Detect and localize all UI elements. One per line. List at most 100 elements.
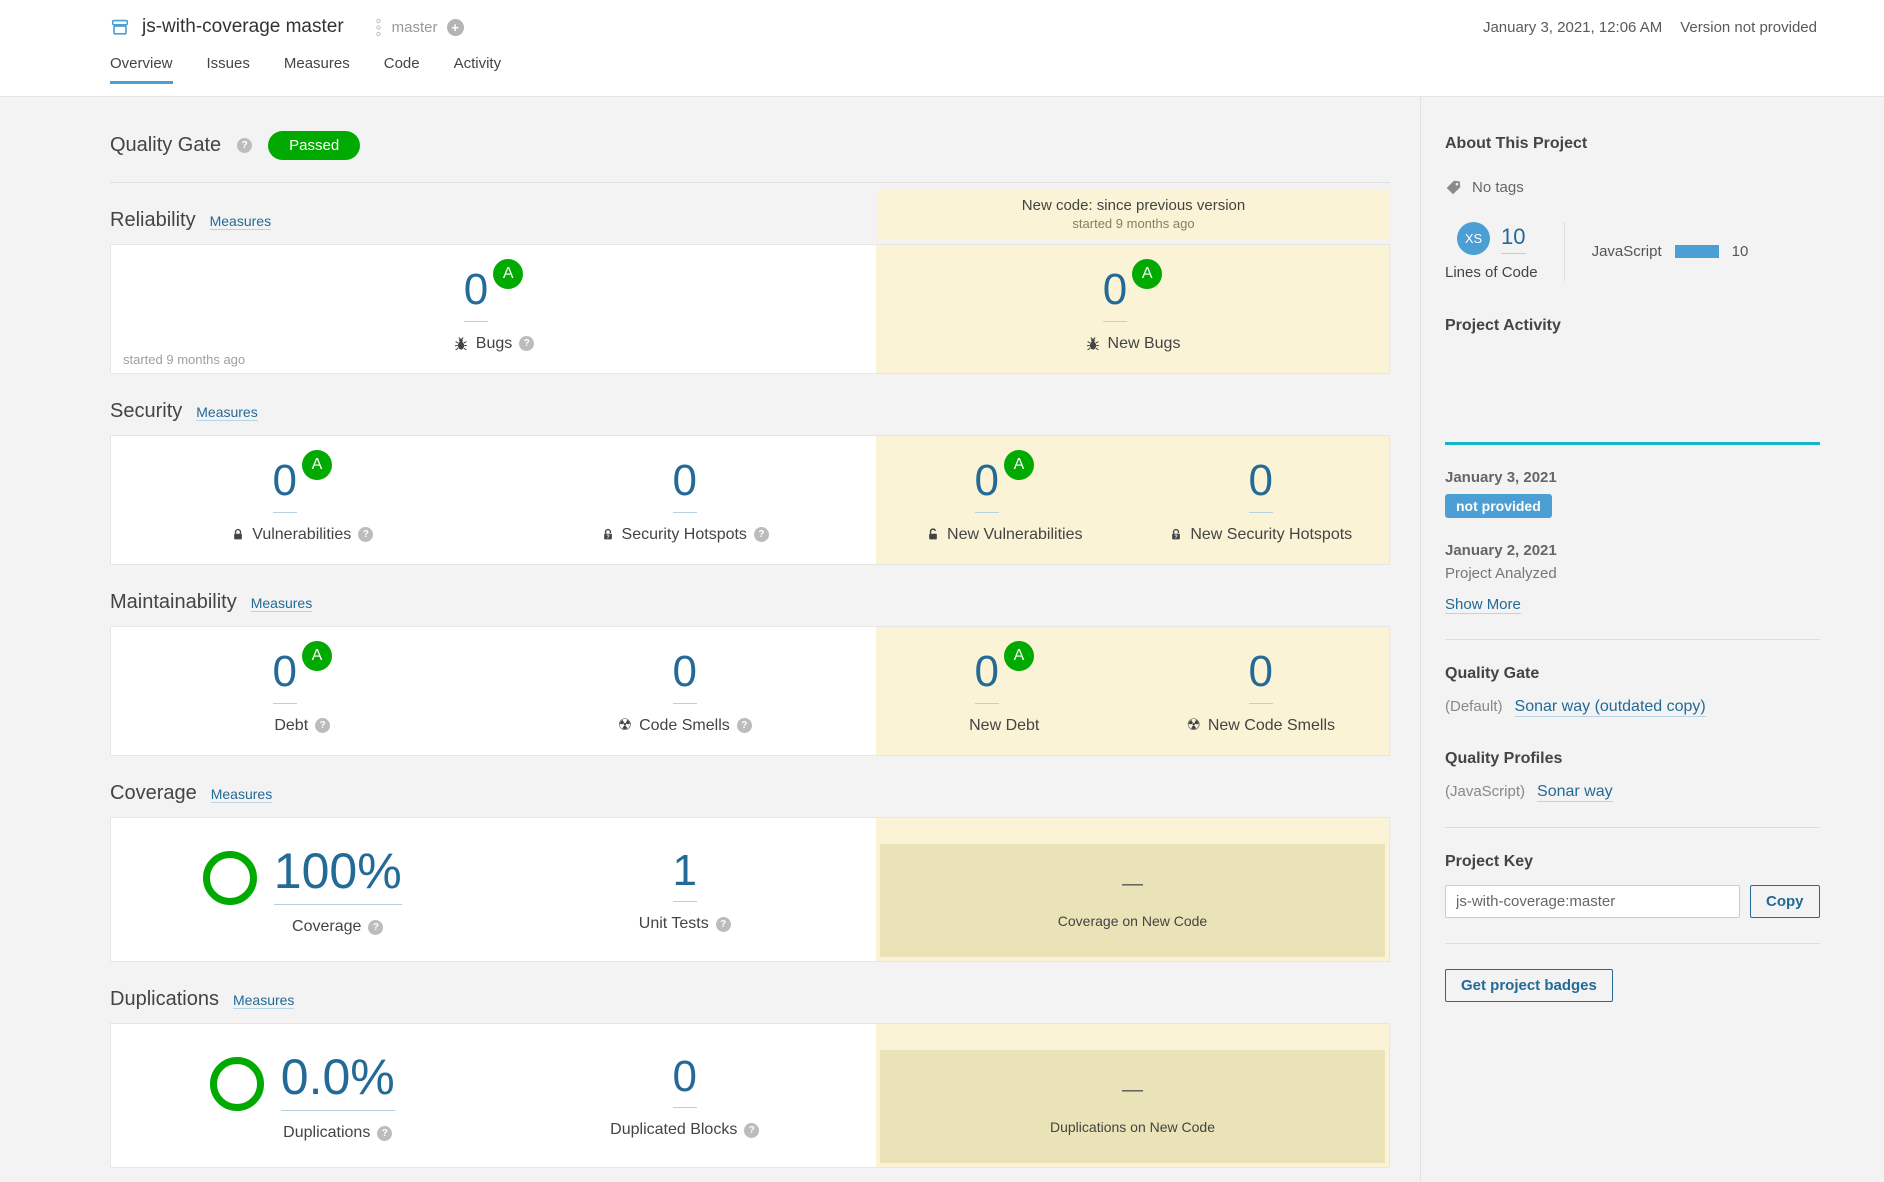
new-bugs-label: New Bugs xyxy=(1107,334,1181,352)
help-icon[interactable]: ? xyxy=(715,916,731,932)
section-title-coverage: Coverage xyxy=(110,782,197,804)
language-distribution: JavaScript 10 xyxy=(1565,243,1749,260)
duplications-metric: 0.0% Duplications ? xyxy=(111,1024,494,1167)
new-vulnerabilities-metric: 0 A New Vulnerabilities xyxy=(876,436,1133,564)
tag-icon xyxy=(1445,179,1462,196)
duplicated-blocks-label: Duplicated Blocks xyxy=(610,1121,738,1139)
new-code-smells-count-link[interactable]: 0 xyxy=(1248,649,1273,704)
new-code-banner-subtitle: started 9 months ago xyxy=(1072,216,1195,231)
section-title-security: Security xyxy=(110,400,183,422)
lock-question-icon: ? xyxy=(601,527,615,542)
help-icon[interactable]: ? xyxy=(736,718,752,734)
tab-overview[interactable]: Overview xyxy=(110,55,173,84)
security-hotspots-count-link[interactable]: 0 xyxy=(672,458,697,513)
divider xyxy=(110,182,1390,183)
new-debt-count-link[interactable]: 0 xyxy=(974,649,999,704)
plus-icon[interactable]: + xyxy=(446,18,464,36)
new-security-hotspots-count-link[interactable]: 0 xyxy=(1248,458,1273,513)
branch-selector[interactable]: master + xyxy=(374,18,464,37)
vulnerabilities-label: Vulnerabilities xyxy=(252,525,352,543)
quality-profile-link[interactable]: Sonar way xyxy=(1537,783,1613,802)
new-vulnerabilities-count-link[interactable]: 0 xyxy=(974,458,999,513)
code-smells-count-link[interactable]: 0 xyxy=(672,649,697,704)
tags-label: No tags xyxy=(1472,179,1524,196)
tab-issues[interactable]: Issues xyxy=(206,55,250,72)
duplications-measures-link[interactable]: Measures xyxy=(232,992,295,1009)
help-icon[interactable]: ? xyxy=(358,527,374,543)
new-reliability-rating-badge: A xyxy=(1132,259,1163,290)
bugs-count-link[interactable]: 0 xyxy=(463,267,489,322)
coverage-on-new-code-box: — Coverage on New Code xyxy=(880,844,1385,957)
tab-code[interactable]: Code xyxy=(383,55,420,72)
about-project-title: About This Project xyxy=(1445,135,1588,152)
help-icon[interactable]: ? xyxy=(744,1122,760,1138)
overview-main: Quality Gate ? Passed Reliability Measur… xyxy=(0,97,1420,1182)
duplications-on-new-code-box: — Duplications on New Code xyxy=(880,1050,1385,1163)
help-icon[interactable]: ? xyxy=(315,718,331,734)
tab-measures[interactable]: Measures xyxy=(283,55,350,72)
new-security-hotspots-label: New Security Hotspots xyxy=(1190,525,1353,543)
code-smell-icon: ☢ xyxy=(617,716,633,734)
duplicated-blocks-count-link[interactable]: 0 xyxy=(672,1053,697,1109)
leak-period-note: started 9 months ago xyxy=(123,352,246,367)
vulnerabilities-count-link[interactable]: 0 xyxy=(272,458,297,513)
copy-button[interactable]: Copy xyxy=(1750,885,1820,918)
show-more-link[interactable]: Show More xyxy=(1445,596,1521,614)
security-rating-badge: A xyxy=(301,450,332,481)
project-sidebar: About This Project No tags XS 10 Lines o… xyxy=(1420,97,1884,1182)
new-bugs-count-link[interactable]: 0 xyxy=(1102,267,1128,322)
sidebar-quality-gate-title: Quality Gate xyxy=(1445,665,1540,682)
security-hotspots-metric: 0 ? Security Hotspots ? xyxy=(494,436,877,564)
lock-icon xyxy=(231,527,245,542)
code-smell-icon: ☢ xyxy=(1186,716,1201,734)
duplications-donut xyxy=(209,1056,264,1111)
lines-of-code-link[interactable]: 10 xyxy=(1501,224,1526,254)
duplications-label: Duplications xyxy=(283,1124,371,1142)
branch-icon xyxy=(374,18,383,37)
get-project-badges-button[interactable]: Get project badges xyxy=(1445,969,1613,1002)
coverage-new-code-label: Coverage on New Code xyxy=(1057,913,1208,929)
help-icon[interactable]: ? xyxy=(753,527,769,543)
bug-icon xyxy=(453,336,469,352)
coverage-card: 100% Coverage ? 1 Unit Tests ? xyxy=(110,817,1390,962)
unit-tests-count-link[interactable]: 1 xyxy=(672,847,697,903)
help-icon[interactable]: ? xyxy=(237,138,253,153)
reliability-measures-link[interactable]: Measures xyxy=(209,213,272,230)
bug-icon xyxy=(1085,336,1101,352)
section-title-duplications: Duplications xyxy=(110,988,219,1010)
duplications-value-link[interactable]: 0.0% xyxy=(280,1051,395,1112)
page-title: js-with-coverage master xyxy=(142,16,344,37)
help-icon[interactable]: ? xyxy=(377,1125,393,1141)
new-security-hotspots-metric: 0 ? New Security Hotspots xyxy=(1133,436,1390,564)
bugs-label: Bugs xyxy=(475,334,513,352)
tab-activity[interactable]: Activity xyxy=(453,55,502,72)
language-name: JavaScript xyxy=(1591,243,1662,260)
lock-question-icon: ? xyxy=(1169,527,1183,542)
quality-profiles-title: Quality Profiles xyxy=(1445,750,1563,767)
section-title-maintainability: Maintainability xyxy=(110,591,237,613)
reliability-rating-badge: A xyxy=(493,259,524,290)
top-bar: js-with-coverage master master + January… xyxy=(0,0,1884,97)
quality-gate-link[interactable]: Sonar way (outdated copy) xyxy=(1514,698,1706,717)
event-date: January 2, 2021 xyxy=(1445,542,1557,559)
help-icon[interactable]: ? xyxy=(368,919,384,935)
section-title-reliability: Reliability xyxy=(110,209,196,231)
size-rating-badge: XS xyxy=(1457,222,1491,255)
help-icon[interactable]: ? xyxy=(519,336,535,352)
quality-profiles-scope: (JavaScript) xyxy=(1445,783,1526,800)
tags-row: No tags xyxy=(1445,179,1820,196)
coverage-value-link[interactable]: 100% xyxy=(273,845,402,906)
security-measures-link[interactable]: Measures xyxy=(196,404,258,421)
coverage-measures-link[interactable]: Measures xyxy=(210,786,273,803)
branch-name: master xyxy=(391,18,438,36)
debt-count-link[interactable]: 0 xyxy=(272,649,297,704)
project-icon xyxy=(110,17,130,37)
new-code-banner: New code: since previous version started… xyxy=(877,189,1390,240)
code-smells-label: Code Smells xyxy=(639,716,730,734)
divider xyxy=(1445,943,1820,944)
quality-gate-title: Quality Gate xyxy=(110,134,222,156)
coverage-metric: 100% Coverage ? xyxy=(111,818,494,961)
activity-sparkline xyxy=(1445,339,1820,445)
project-key-input[interactable] xyxy=(1445,885,1740,918)
maintainability-measures-link[interactable]: Measures xyxy=(250,595,313,612)
